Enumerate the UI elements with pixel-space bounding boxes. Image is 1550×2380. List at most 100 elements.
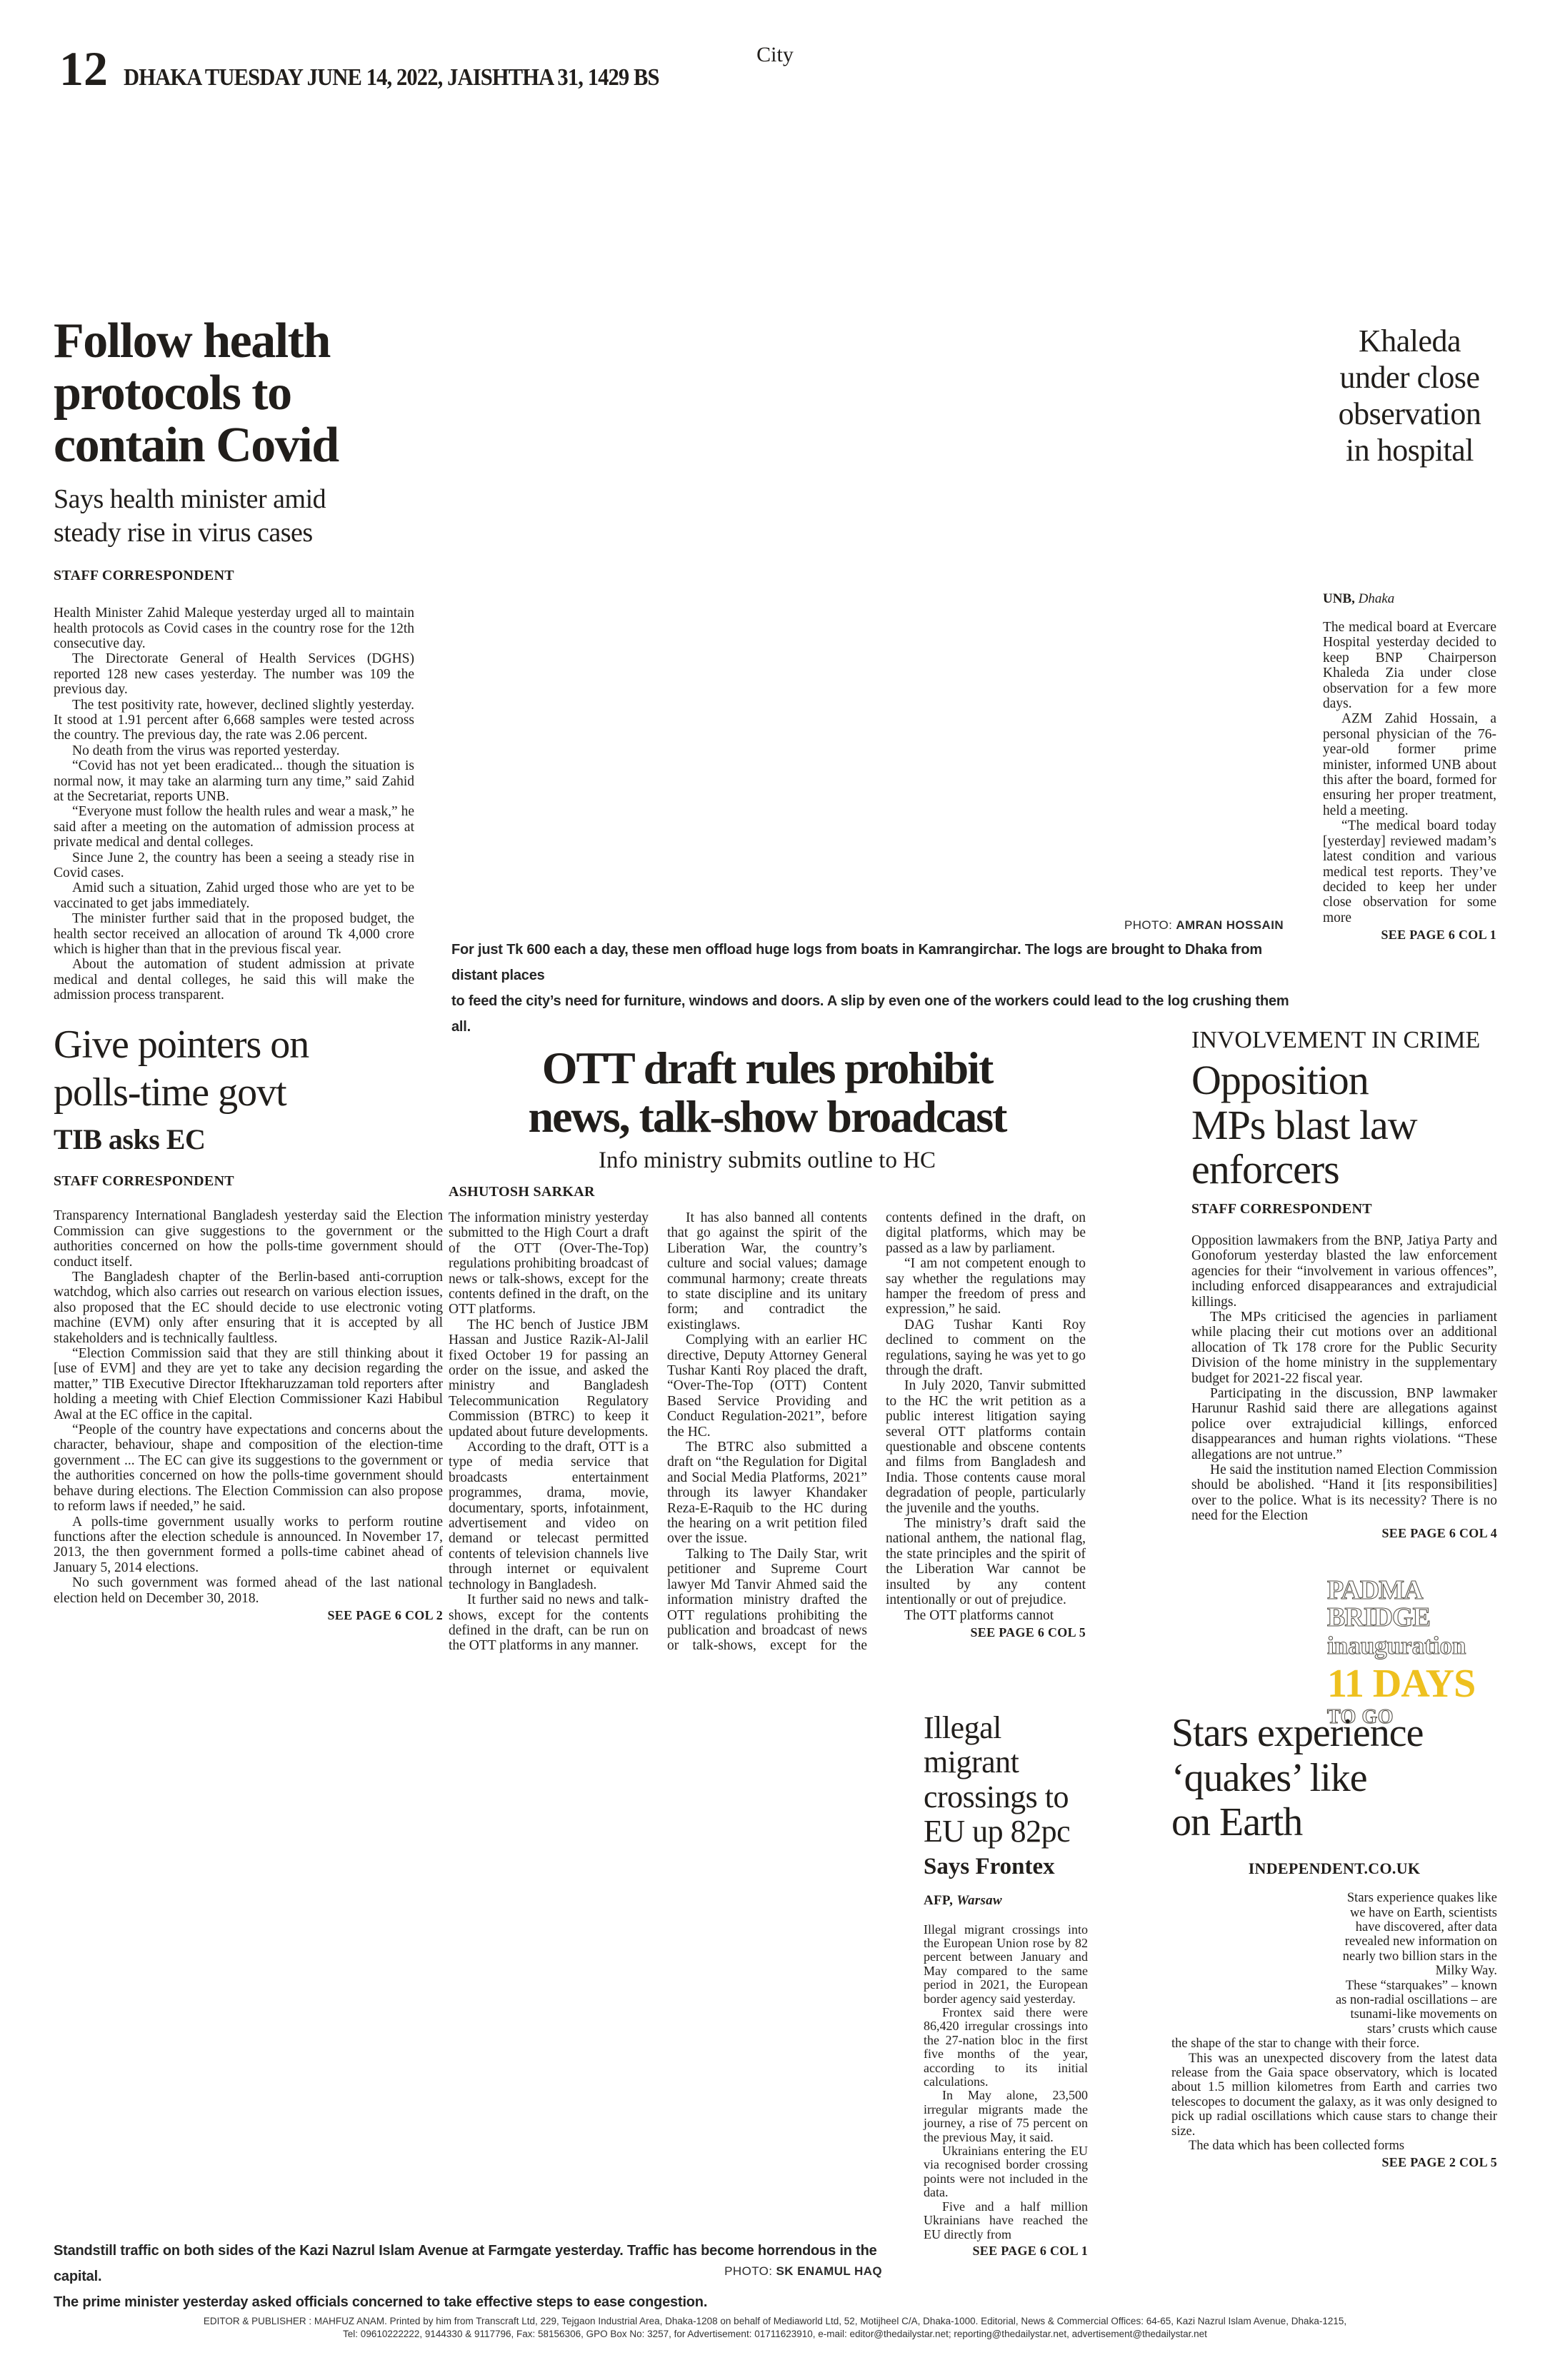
paragraph: Frontex said there were 86,420 irregular… xyxy=(924,2005,1088,2089)
article-body: Health Minister Zahid Maleque yesterday … xyxy=(54,606,414,1003)
paragraph: It has also banned all contents that go … xyxy=(667,1210,867,1332)
article-khaleda: The medical board at Evercare Hospital y… xyxy=(1323,620,1496,943)
paragraph: The ministry’s draft said the national a… xyxy=(886,1516,1086,1608)
paragraph: The minister further said that in the pr… xyxy=(54,911,414,958)
photo-credit-name: SK ENAMUL HAQ xyxy=(776,2264,882,2278)
photo-credit: PHOTO: SK ENAMUL HAQ xyxy=(668,2264,882,2279)
headline: OTT draft rules prohibit news, talk-show… xyxy=(528,1043,1008,1143)
paragraph: The BTRC also submitted a draft on “the … xyxy=(667,1440,867,1547)
paragraph: Transparency International Bangladesh ye… xyxy=(54,1208,443,1270)
photo-credit-name: AMRAN HOSSAIN xyxy=(1176,918,1284,932)
paragraph: He said the institution named Election C… xyxy=(1191,1462,1497,1524)
jump-line: SEE PAGE 6 COL 1 xyxy=(1381,928,1496,943)
photo-credit-label: PHOTO: xyxy=(724,2264,773,2278)
jump-line: SEE PAGE 6 COL 1 xyxy=(972,2243,1088,2258)
paragraph: No such government was formed ahead of t… xyxy=(54,1575,443,1606)
article-health-protocols: Follow health protocols to contain Covid… xyxy=(54,313,414,1003)
paragraph: The test positivity rate, however, decli… xyxy=(54,697,414,743)
article-body: Illegal migrant crossings into the Europ… xyxy=(924,1922,1088,2241)
article-body: The medical board at Evercare Hospital y… xyxy=(1323,620,1496,925)
photo-caption: Standstill traffic on both sides of the … xyxy=(54,2243,877,2310)
article-polls-time-govt: Give pointers on polls-time govt TIB ask… xyxy=(54,1021,443,1623)
headline: Give pointers on polls-time govt xyxy=(54,1023,309,1115)
photo-farmgate-traffic xyxy=(54,1685,886,2231)
paragraph: The Directorate General of Health Servic… xyxy=(54,651,414,698)
paragraph: Ukrainians entering the EU via recognise… xyxy=(924,2144,1088,2200)
paragraph: Talking to The Daily Star, writ petition… xyxy=(667,1210,1086,1654)
article-opposition-mps: INVOLVEMENT IN CRIME Opposition MPs blas… xyxy=(1191,1027,1497,1541)
byline-agency: UNB, xyxy=(1323,591,1355,606)
byline: STAFF CORRESPONDENT xyxy=(54,568,234,584)
headline: Opposition MPs blast law enforcers xyxy=(1191,1057,1418,1193)
paragraph: According to the draft, OTT is a type of… xyxy=(449,1440,649,1592)
article-body: the shape of the star to change with the… xyxy=(1171,2037,1497,2153)
paragraph: Complying with an earlier HC directive, … xyxy=(667,1332,867,1440)
article-body: Opposition lawmakers from the BNP, Jatiy… xyxy=(1191,1233,1497,1524)
paragraph: “The medical board today [yesterday] rev… xyxy=(1323,818,1496,925)
article-khaleda-byline: UNB, Dhaka xyxy=(1323,591,1496,607)
byline-place: Dhaka xyxy=(1358,591,1395,606)
photo-credit-label: PHOTO: xyxy=(1124,918,1173,932)
paragraph: “Election Commission said that they are … xyxy=(54,1346,443,1422)
imprint-line-1: EDITOR & PUBLISHER : MAHFUZ ANAM. Printe… xyxy=(203,2316,1347,2326)
dateline: DHAKA TUESDAY JUNE 14, 2022, JAISHTHA 31… xyxy=(124,64,660,91)
paragraph: Participating in the discussion, BNP law… xyxy=(1191,1385,1497,1462)
paragraph: The Bangladesh chapter of the Berlin-bas… xyxy=(54,1270,443,1346)
section-label: City xyxy=(756,43,794,66)
paragraph: Since June 2, the country has been a see… xyxy=(54,850,414,881)
badge-title: PADMA BRIDGE xyxy=(1326,1575,1431,1632)
paragraph: Stars experience quakes like we have on … xyxy=(1342,1891,1497,1979)
article-body: Transparency International Bangladesh ye… xyxy=(54,1208,443,1606)
badge-to-go: TO GO xyxy=(1326,1706,1394,1728)
paragraph: “Everyone must follow the health rules a… xyxy=(54,804,414,850)
paragraph: Opposition lawmakers from the BNP, Jatiy… xyxy=(1191,1232,1497,1310)
paragraphs: The information ministry yesterday submi… xyxy=(449,1210,1086,1654)
paragraph: The medical board at Evercare Hospital y… xyxy=(1323,620,1496,712)
paragraph: The data which has been collected forms xyxy=(1189,2139,1405,2154)
page-folio: 12 DHAKA TUESDAY JUNE 14, 2022, JAISHTHA… xyxy=(59,44,719,93)
paragraph: The MPs criticised the agencies in parli… xyxy=(1191,1309,1497,1386)
paragraph: The OTT platforms cannot xyxy=(904,1607,1054,1623)
paragraph: “I am not competent enough to say whethe… xyxy=(886,1256,1086,1317)
badge-days-count: 11 DAYS xyxy=(1327,1662,1476,1706)
page-number: 12 xyxy=(59,41,108,96)
jump-line: SEE PAGE 6 COL 4 xyxy=(1381,1525,1497,1540)
photo-logs-kamrangirchar xyxy=(451,314,1301,918)
paragraph: The HC bench of Justice JBM Hassan and J… xyxy=(449,1317,649,1440)
paragraph: Illegal migrant crossings into the Europ… xyxy=(924,1922,1088,2006)
headline: Follow health protocols to contain Covid xyxy=(54,313,339,473)
headline: Stars experience ‘quakes’ like on Earth xyxy=(1171,1711,1424,1845)
paragraph: This was an unexpected discovery from th… xyxy=(1171,2051,1497,2139)
paragraph: the shape of the star to change with the… xyxy=(1171,2037,1420,2052)
paragraph: “People of the country have expectations… xyxy=(54,1422,443,1515)
paragraph: In May alone, 23,500 irregular migrants … xyxy=(924,2088,1088,2144)
article-body-wrapped: Stars experience quakes like we have on … xyxy=(1333,1891,1497,2037)
paragraph: The information ministry yesterday submi… xyxy=(449,1210,649,1317)
byline: AFP, Warsaw xyxy=(924,1893,1088,1909)
paragraph: Health Minister Zahid Maleque yesterday … xyxy=(54,606,414,651)
paragraph: Five and a half million Ukrainians have … xyxy=(924,2199,1088,2241)
subhead: Info ministry submits outline to HC xyxy=(598,1147,936,1173)
byline: STAFF CORRESPONDENT xyxy=(54,1173,234,1190)
paragraph: “Covid has not yet been eradicated... th… xyxy=(54,758,414,804)
photo-credit: PHOTO: AMRAN HOSSAIN xyxy=(451,918,1284,933)
article-eu-migrant-crossings: Illegal migrant crossings to EU up 82pc … xyxy=(924,1710,1088,2259)
paragraph: A polls-time government usually works to… xyxy=(54,1514,443,1575)
byline: ASHUTOSH SARKAR xyxy=(449,1183,595,1200)
headline: Illegal migrant crossings to EU up 82pc xyxy=(924,1710,1071,1849)
byline-agency: AFP, xyxy=(924,1892,954,1908)
imprint-line-2: Tel: 09610222222, 9144330 & 9117796, Fax… xyxy=(343,2328,1207,2339)
paragraph: AZM Zahid Hossain, a personal physician … xyxy=(1323,711,1496,818)
imprint-footer: EDITOR & PUBLISHER : MAHFUZ ANAM. Printe… xyxy=(0,2315,1550,2340)
paragraph: In July 2020, Tanvir submitted to the HC… xyxy=(886,1378,1086,1516)
paragraph: It further said no news and talk-shows, … xyxy=(449,1592,649,1654)
jump-line: SEE PAGE 2 COL 5 xyxy=(1381,2155,1497,2170)
paragraph: Amid such a situation, Zahid urged those… xyxy=(54,880,414,911)
article-khaleda-headline: Khaleda under close observation in hospi… xyxy=(1338,323,1481,468)
paragraph: About the automation of student admissio… xyxy=(54,957,414,1003)
jump-line: SEE PAGE 6 COL 5 xyxy=(970,1625,1086,1640)
paragraph: No death from the virus was reported yes… xyxy=(72,743,340,758)
deck: Says Frontex xyxy=(924,1853,1055,1879)
kicker: INVOLVEMENT IN CRIME xyxy=(1191,1027,1481,1053)
